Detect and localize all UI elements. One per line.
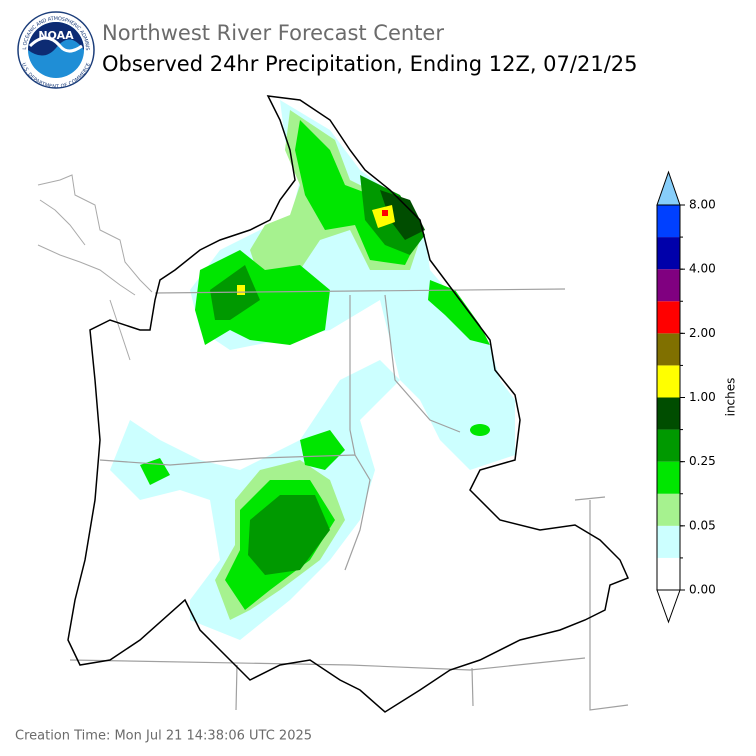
noaa-logo: NATIONAL OCEANIC AND ATMOSPHERIC ADMINIS… xyxy=(0,0,95,90)
logo-text: NOAA xyxy=(38,29,74,42)
precip-areas xyxy=(110,100,515,640)
colorbar-under xyxy=(656,589,681,624)
colorbar-segment xyxy=(657,429,680,462)
state-borders xyxy=(69,288,629,711)
colorbar-segment xyxy=(657,237,680,270)
colorbar-segment xyxy=(657,525,680,558)
colorbar-segment xyxy=(657,461,680,494)
map xyxy=(37,95,630,713)
coastlines xyxy=(37,174,153,361)
colorbar: 0.00 0.05 0.25 1.00 2.00 4.00 8.00 xyxy=(656,170,716,624)
colorbar-over xyxy=(656,170,681,206)
colorbar-tick-label: 0.25 xyxy=(689,454,716,468)
colorbar-tick-label: 4.00 xyxy=(689,262,716,276)
colorbar-segment xyxy=(657,301,680,334)
subtitle: Observed 24hr Precipitation, Ending 12Z,… xyxy=(102,52,638,76)
title: Northwest River Forecast Center xyxy=(102,21,444,45)
colorbar-label: inches xyxy=(724,378,738,417)
colorbar-segment xyxy=(657,365,680,398)
colorbar-segment xyxy=(657,333,680,366)
creation-time: Creation Time: Mon Jul 21 14:38:06 UTC 2… xyxy=(15,729,312,744)
colorbar-segment xyxy=(657,493,680,526)
colorbar-segment xyxy=(657,269,680,302)
colorbar-tick-label: 8.00 xyxy=(689,198,716,212)
colorbar-segment xyxy=(657,205,680,238)
basin-outline xyxy=(67,95,630,713)
colorbar-tick-label: 1.00 xyxy=(689,390,716,404)
colorbar-segment xyxy=(657,557,680,590)
colorbar-segment xyxy=(657,397,680,430)
colorbar-tick-label: 0.00 xyxy=(689,583,716,597)
colorbar-tick-label: 0.05 xyxy=(689,518,716,532)
colorbar-tick-label: 2.00 xyxy=(689,326,716,340)
